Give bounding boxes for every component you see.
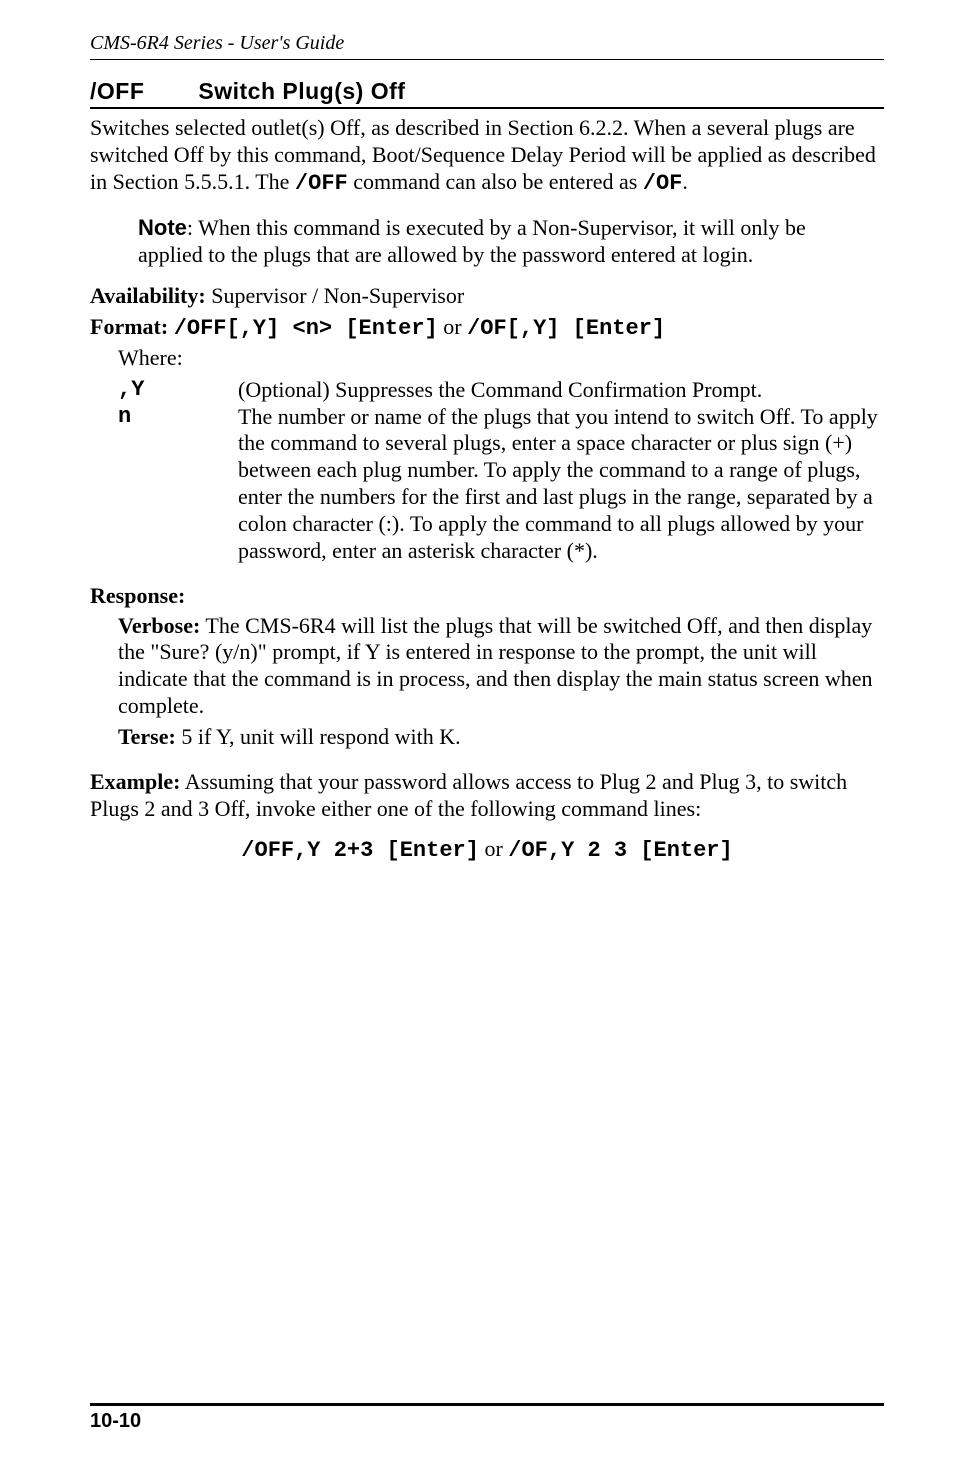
intro-paragraph: Switches selected outlet(s) Off, as desc…	[90, 115, 884, 197]
availability-value: Supervisor / Non-Supervisor	[206, 283, 464, 308]
running-header: CMS-6R4 Series - User's Guide	[90, 32, 884, 60]
format-line: Format: /OFF[,Y] <n> [Enter] or /OF[,Y] …	[90, 314, 884, 343]
example-cmd-2: /OF,Y 2 3 [Enter]	[508, 838, 732, 863]
command-heading: /OFF Switch Plug(s) Off	[90, 78, 884, 109]
param-row-n: n The number or name of the plugs that y…	[118, 404, 884, 565]
intro-text-3: .	[682, 169, 688, 194]
params-table: ,Y (Optional) Suppresses the Command Con…	[118, 377, 884, 565]
page-number: 10-10	[90, 1410, 141, 1432]
availability-label: Availability:	[90, 283, 206, 308]
verbose-label: Verbose:	[118, 613, 200, 638]
page-footer: 10-10	[90, 1403, 884, 1433]
response-verbose: Verbose: The CMS-6R4 will list the plugs…	[118, 613, 884, 720]
command-name: /OFF	[90, 78, 144, 104]
verbose-text: The CMS-6R4 will list the plugs that wil…	[118, 613, 873, 718]
format-or: or	[438, 314, 467, 339]
param-key-y: ,Y	[118, 377, 238, 404]
example-text: Assuming that your password allows acces…	[90, 769, 847, 821]
example-commands: /OFF,Y 2+3 [Enter] or /OF,Y 2 3 [Enter]	[90, 836, 884, 863]
example-or: or	[479, 836, 508, 861]
param-row-y: ,Y (Optional) Suppresses the Command Con…	[118, 377, 884, 404]
note-block: Note: When this command is executed by a…	[138, 215, 884, 269]
example-cmd-1: /OFF,Y 2+3 [Enter]	[241, 838, 479, 863]
intro-code-1: /OFF	[295, 171, 348, 196]
command-title: Switch Plug(s) Off	[198, 78, 405, 104]
example-paragraph: Example: Assuming that your password all…	[90, 769, 884, 823]
page-container: CMS-6R4 Series - User's Guide /OFF Switc…	[0, 0, 954, 1475]
format-code-2: /OF[,Y] [Enter]	[467, 316, 665, 341]
note-label: Note	[138, 215, 187, 240]
param-key-n: n	[118, 404, 238, 565]
format-label: Format:	[90, 314, 174, 339]
availability-line: Availability: Supervisor / Non-Superviso…	[90, 283, 884, 310]
example-label: Example:	[90, 769, 180, 794]
terse-label: Terse:	[118, 724, 176, 749]
intro-code-2: /OF	[643, 171, 683, 196]
note-text: : When this command is executed by a Non…	[138, 215, 806, 267]
response-heading: Response:	[90, 583, 884, 609]
where-label: Where:	[118, 345, 884, 371]
response-terse: Terse: 5 if Y, unit will respond with K.	[118, 724, 884, 751]
param-desc-n: The number or name of the plugs that you…	[238, 404, 884, 565]
param-desc-y: (Optional) Suppresses the Command Confir…	[238, 377, 884, 404]
format-code-1: /OFF[,Y] <n> [Enter]	[174, 316, 438, 341]
terse-text: 5 if Y, unit will respond with K.	[176, 724, 461, 749]
intro-text-2: command can also be entered as	[348, 169, 643, 194]
